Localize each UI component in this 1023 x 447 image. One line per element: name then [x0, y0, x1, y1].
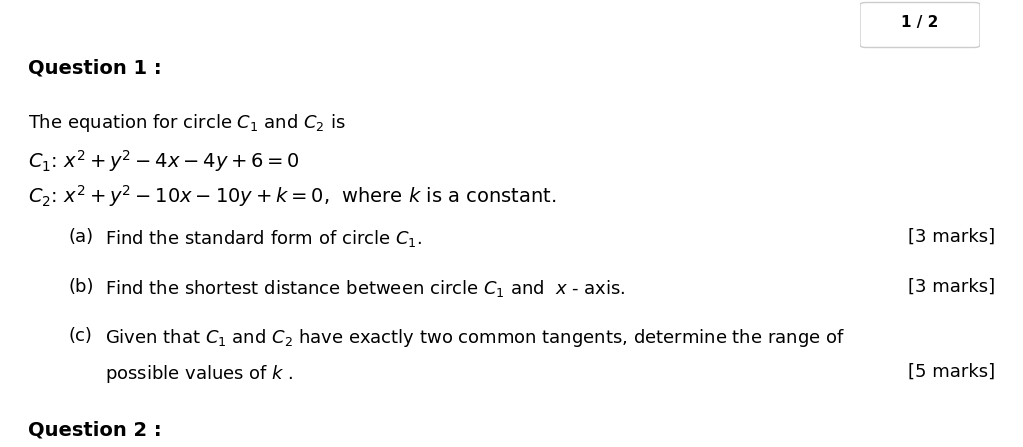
Text: INDIVIDUAL ASSIGNMENT SM023: INDIVIDUAL ASSIGNMENT SM023	[12, 8, 294, 22]
Text: $C_1$: $x^2+y^2-4x-4y+6=0$: $C_1$: $x^2+y^2-4x-4y+6=0$	[28, 148, 300, 174]
Text: possible values of $k$ .: possible values of $k$ .	[105, 363, 294, 385]
Text: [5 marks]: [5 marks]	[907, 363, 995, 381]
Text: $C_2$: $x^2+y^2-10x-10y+k=0$,  where $k$ is a constant.: $C_2$: $x^2+y^2-10x-10y+k=0$, where $k$ …	[28, 183, 557, 209]
Text: Find the shortest distance between circle $C_1$ and  $x$ - axis.: Find the shortest distance between circl…	[105, 278, 626, 299]
Text: 1 / 2: 1 / 2	[901, 15, 939, 30]
Text: [3 marks]: [3 marks]	[907, 278, 995, 296]
Text: [3 marks]: [3 marks]	[907, 228, 995, 246]
Text: (c): (c)	[68, 327, 92, 345]
Text: (a): (a)	[68, 228, 93, 246]
Text: Question 1 :: Question 1 :	[28, 58, 162, 77]
Text: Find the standard form of circle $C_1$.: Find the standard form of circle $C_1$.	[105, 228, 421, 249]
FancyBboxPatch shape	[860, 3, 980, 47]
Text: (b): (b)	[68, 278, 93, 296]
Text: Given that $C_1$ and $C_2$ have exactly two common tangents, determine the range: Given that $C_1$ and $C_2$ have exactly …	[105, 327, 845, 349]
Text: The equation for circle $C_1$ and $C_2$ is: The equation for circle $C_1$ and $C_2$ …	[28, 112, 346, 134]
Text: Question 2 :: Question 2 :	[28, 420, 162, 439]
